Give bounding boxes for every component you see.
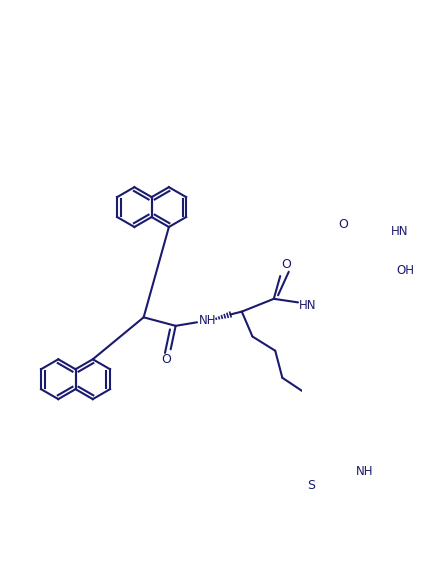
Text: O: O — [338, 218, 348, 230]
Text: O: O — [281, 258, 291, 271]
Text: O: O — [161, 353, 170, 367]
Text: NH: NH — [356, 465, 374, 478]
Text: HN: HN — [391, 225, 409, 239]
Text: OH: OH — [397, 264, 415, 277]
Text: NH: NH — [199, 314, 217, 327]
Text: HN: HN — [299, 299, 317, 313]
Text: S: S — [308, 478, 316, 492]
